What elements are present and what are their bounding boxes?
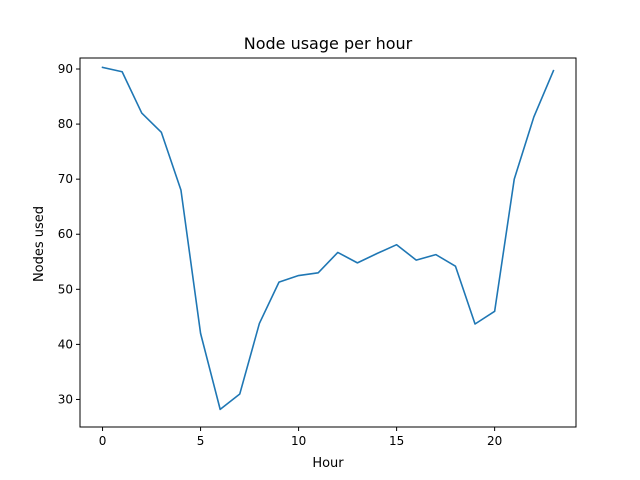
y-tick-label: 40 (58, 337, 73, 351)
axes-frame (79, 57, 577, 428)
x-tick-label: 20 (487, 434, 502, 448)
plot-area (79, 57, 577, 428)
y-tick-label: 30 (58, 392, 73, 406)
x-tick-label: 10 (291, 434, 306, 448)
y-tick-label: 60 (58, 227, 73, 241)
y-axis-ticks: 30 40 50 60 70 80 90 (58, 62, 80, 406)
y-tick-label: 50 (58, 282, 73, 296)
y-tick-label: 80 (58, 117, 73, 131)
chart-title: Node usage per hour (244, 34, 413, 53)
series-line (101, 66, 555, 411)
y-tick-label: 70 (58, 172, 73, 186)
y-axis-label: Nodes used (32, 206, 47, 282)
x-axis-label: Hour (312, 456, 344, 471)
x-tick-label: 5 (197, 434, 205, 448)
x-tick-label: 0 (99, 434, 107, 448)
x-axis-ticks: 0 5 10 15 20 (99, 427, 502, 448)
x-tick-label: 15 (389, 434, 404, 448)
y-tick-label: 90 (58, 62, 73, 76)
